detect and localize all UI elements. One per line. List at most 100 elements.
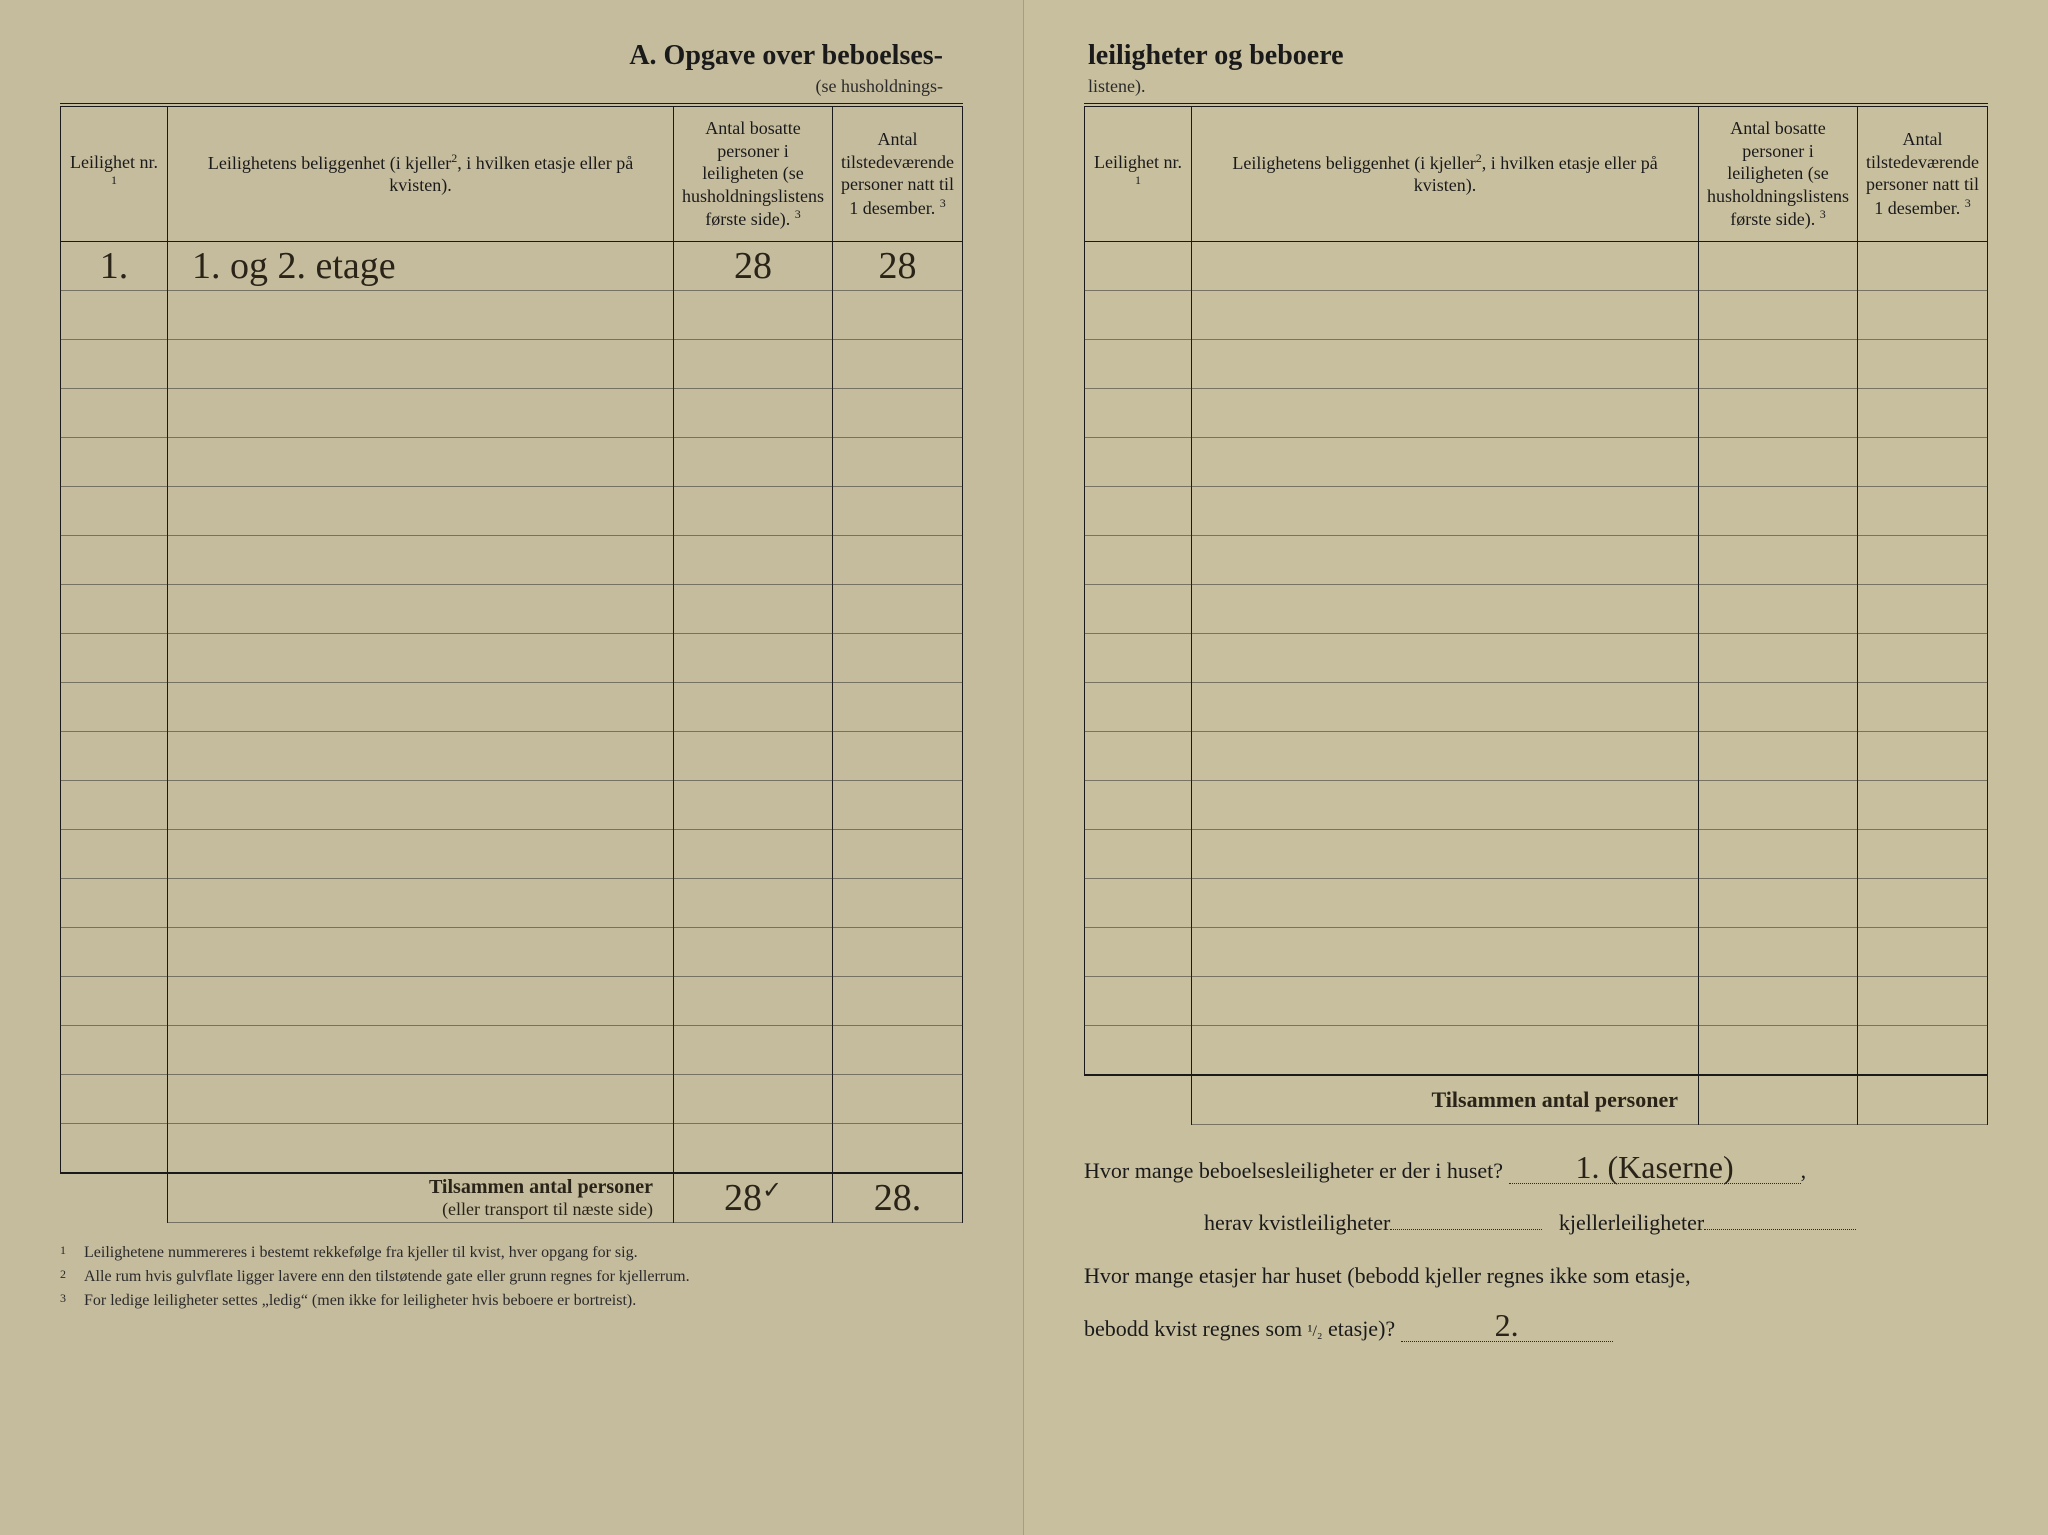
table-row: [1085, 290, 1988, 339]
cell-nr: [61, 437, 168, 486]
totals-c3: 28✓: [674, 1173, 833, 1223]
cell-nr: [61, 633, 168, 682]
cell-c3: [674, 1025, 833, 1074]
cell-nr: [61, 290, 168, 339]
cell-c3: [1699, 633, 1858, 682]
cell-c3: [674, 878, 833, 927]
cell-loc: [168, 1074, 674, 1123]
cell-loc: [168, 829, 674, 878]
cell-loc: [168, 339, 674, 388]
cell-c3: [674, 339, 833, 388]
table-row: [61, 1025, 963, 1074]
cell-c4: [1858, 731, 1988, 780]
cell-loc: [168, 1123, 674, 1173]
cell-loc: [1192, 829, 1699, 878]
cell-c3: [674, 1074, 833, 1123]
cell-nr: [61, 780, 168, 829]
cell-nr: [61, 1074, 168, 1123]
cell-c4: [833, 878, 963, 927]
cell-loc: [168, 1025, 674, 1074]
totals-row-left: Tilsammen antal personer (eller transpor…: [61, 1173, 963, 1223]
cell-c3: [1699, 388, 1858, 437]
table-row: [61, 437, 963, 486]
cell-loc: [168, 584, 674, 633]
cell-c4: [833, 1074, 963, 1123]
table-row: [1085, 388, 1988, 437]
table-row: 1.1. og 2. etage2828: [61, 241, 963, 290]
cell-loc: [168, 388, 674, 437]
cell-nr: [61, 731, 168, 780]
cell-c3: [674, 780, 833, 829]
table-row: [1085, 486, 1988, 535]
cell-loc: [168, 633, 674, 682]
answer-q1: 1. (Kaserne): [1509, 1151, 1801, 1184]
cell-nr: [1085, 437, 1192, 486]
cell-nr: [61, 682, 168, 731]
cell-c3: [674, 731, 833, 780]
footnote-1: Leilighetene nummereres i bestemt rekkef…: [84, 1241, 638, 1265]
cell-c3: [674, 437, 833, 486]
form-table-right: Leilighet nr. 1 Leilighetens beliggenhet…: [1084, 103, 1988, 1125]
cell-c4: [1858, 682, 1988, 731]
cell-nr: [61, 388, 168, 437]
cell-c3: [674, 535, 833, 584]
cell-c3: [674, 290, 833, 339]
cell-c3: [674, 829, 833, 878]
cell-nr: [61, 927, 168, 976]
title-left: A. Opgave over beboelses-: [60, 40, 963, 80]
cell-c4: [1858, 976, 1988, 1025]
table-row: [61, 633, 963, 682]
cell-c4: [833, 780, 963, 829]
cell-c3: [1699, 241, 1858, 290]
cell-loc: [1192, 535, 1699, 584]
cell-nr: [61, 1025, 168, 1074]
cell-c4: [833, 927, 963, 976]
cell-c3: [674, 584, 833, 633]
cell-c3: [1699, 927, 1858, 976]
cell-c3: [1699, 339, 1858, 388]
table-row: [61, 927, 963, 976]
answer-etasjer: 2.: [1401, 1309, 1613, 1342]
answer-kjeller: [1704, 1229, 1856, 1230]
table-row: [1085, 927, 1988, 976]
cell-c3: [1699, 584, 1858, 633]
hdr-col3-r: Antal bosatte personer i leiligheten (se…: [1699, 105, 1858, 241]
cell-loc: [1192, 486, 1699, 535]
cell-c4: [1858, 878, 1988, 927]
cell-nr: [1085, 633, 1192, 682]
cell-c4: [833, 731, 963, 780]
footnotes: 1Leilighetene nummereres i bestemt rekke…: [60, 1241, 963, 1313]
cell-loc: [1192, 780, 1699, 829]
table-row: [1085, 682, 1988, 731]
cell-c4: [1858, 829, 1988, 878]
table-row: [1085, 878, 1988, 927]
table-row: [61, 339, 963, 388]
cell-nr: [61, 878, 168, 927]
hdr-nr-r: Leilighet nr. 1: [1085, 105, 1192, 241]
cell-c4: [1858, 486, 1988, 535]
cell-c4: [1858, 339, 1988, 388]
cell-nr: [1085, 976, 1192, 1025]
footnote-3: For ledige leiligheter settes „ledig“ (m…: [84, 1289, 636, 1313]
cell-loc: [168, 486, 674, 535]
hdr-loc-r: Leilighetens beliggenhet (i kjeller2, i …: [1192, 105, 1699, 241]
right-page: leiligheter og beboere listene). Leiligh…: [1024, 0, 2048, 1535]
cell-c3: [1699, 731, 1858, 780]
cell-loc: [1192, 339, 1699, 388]
cell-nr: [61, 486, 168, 535]
table-row: [61, 878, 963, 927]
cell-loc: [168, 731, 674, 780]
subtitle-right: listene).: [1084, 76, 1988, 97]
table-row: [61, 486, 963, 535]
cell-c3: [674, 486, 833, 535]
cell-nr: [1085, 339, 1192, 388]
cell-loc: [1192, 682, 1699, 731]
table-row: [61, 1123, 963, 1173]
form-table-left: Leilighet nr. 1 Leilighetens beliggenhet…: [60, 103, 963, 1223]
cell-c3: [1699, 486, 1858, 535]
cell-loc: [1192, 388, 1699, 437]
cell-nr: [1085, 535, 1192, 584]
table-row: [1085, 780, 1988, 829]
cell-nr: [1085, 584, 1192, 633]
table-row: [61, 682, 963, 731]
